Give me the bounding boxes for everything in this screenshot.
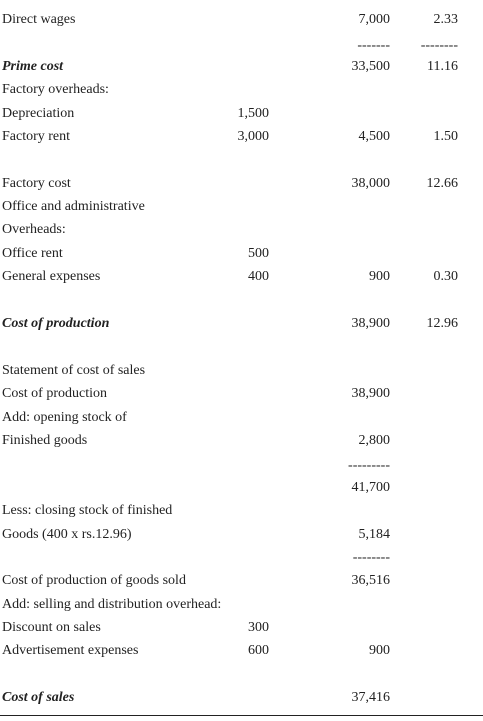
row-label: Statement of cost of sales	[2, 363, 146, 378]
row-label: Advertisement expenses	[2, 643, 139, 658]
row-label: Factory rent	[2, 129, 71, 144]
row-label: Office rent	[2, 246, 63, 261]
amount: --------	[420, 38, 458, 53]
amount: -------	[357, 38, 390, 53]
amount: 12.96	[426, 316, 459, 331]
row-label: Factory cost	[2, 176, 71, 191]
amount: 37,416	[351, 690, 391, 705]
amount: 900	[369, 269, 390, 284]
row-label: Prime cost	[2, 59, 64, 74]
amount: 600	[248, 643, 269, 658]
amount: 38,000	[351, 176, 391, 191]
row-label: Overheads:	[2, 222, 66, 237]
row-label: Cost of production	[2, 316, 110, 331]
row-label: Add: opening stock of	[2, 410, 127, 425]
amount: 2.33	[433, 12, 459, 27]
amount: 1.50	[433, 129, 459, 144]
amount: 900	[369, 643, 390, 658]
amount: 36,516	[351, 573, 391, 588]
row-label: Cost of production	[2, 386, 107, 401]
amount: 400	[248, 269, 269, 284]
amount: 3,000	[237, 129, 270, 144]
amount: 11.16	[427, 59, 458, 74]
amount: 33,500	[351, 59, 391, 74]
row-label: Add: selling and distribution overhead:	[2, 597, 222, 612]
amount: --------	[352, 550, 390, 565]
amount: 7,000	[358, 12, 391, 27]
amount: 2,800	[358, 433, 391, 448]
row-label: Factory overheads:	[2, 82, 109, 97]
amount: 38,900	[351, 316, 391, 331]
row-label: Goods (400 x rs.12.96)	[2, 527, 132, 542]
row-label: Office and administrative	[2, 199, 145, 214]
row-label: Cost of sales	[2, 690, 75, 705]
amount: 0.30	[433, 269, 459, 284]
amount: 38,900	[351, 386, 391, 401]
row-label: Direct wages	[2, 12, 76, 27]
amount: 1,500	[237, 106, 270, 121]
amount: 41,700	[351, 480, 391, 495]
amount: 5,184	[358, 527, 391, 542]
amount: ---------	[348, 458, 390, 473]
row-label: Finished goods	[2, 433, 88, 448]
amount: 12.66	[426, 176, 459, 191]
bottom-rule	[0, 715, 483, 716]
row-label: General expenses	[2, 269, 101, 284]
row-label: Less: closing stock of finished	[2, 503, 173, 518]
row-label: Depreciation	[2, 106, 75, 121]
amount: 300	[248, 620, 269, 635]
row-label: Cost of production of goods sold	[2, 573, 186, 588]
amount: 4,500	[358, 129, 391, 144]
row-label: Discount on sales	[2, 620, 101, 635]
amount: 500	[248, 246, 269, 261]
